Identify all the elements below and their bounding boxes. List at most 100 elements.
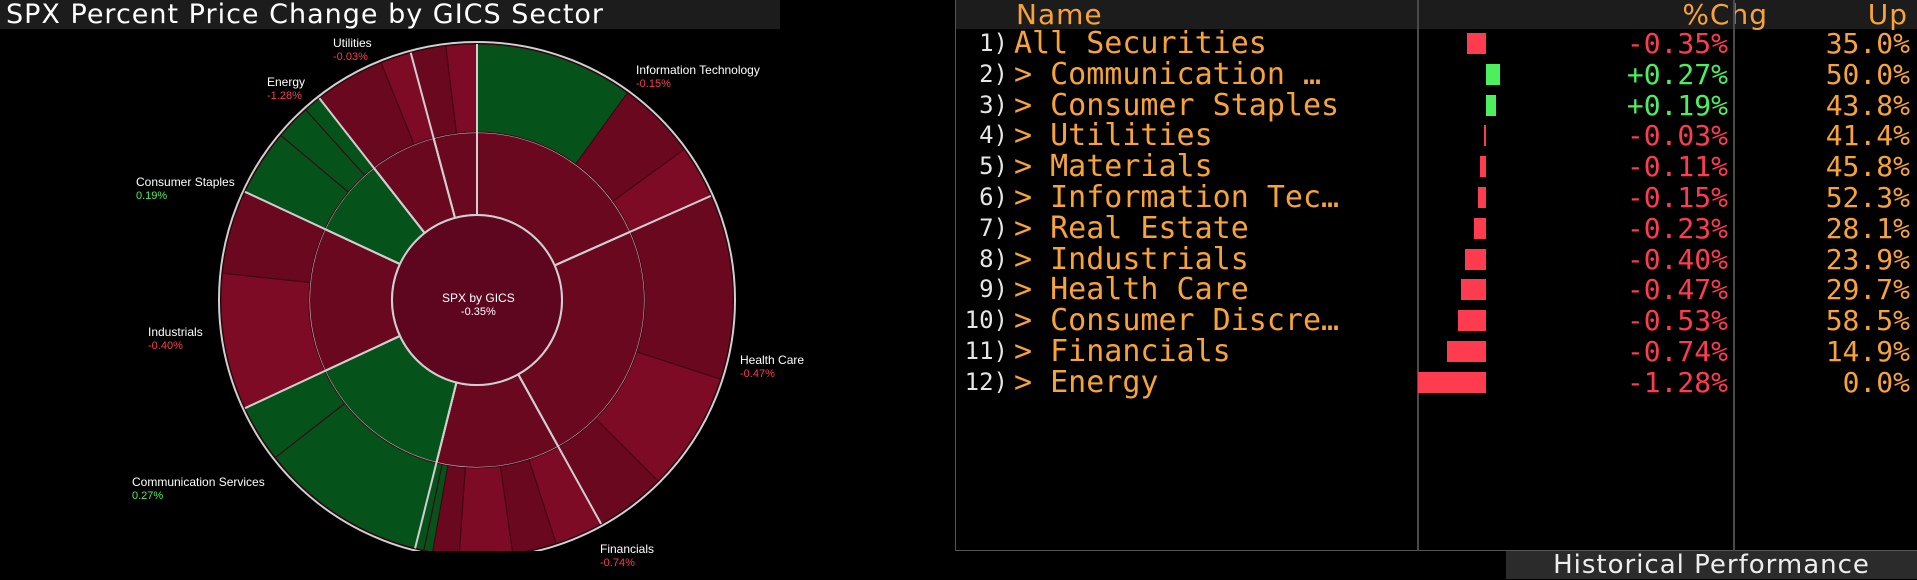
row-index: 10) xyxy=(964,306,1008,335)
row-index: 11) xyxy=(964,337,1008,365)
row-index: 12) xyxy=(964,367,1008,396)
row-change: -0.23% xyxy=(1626,211,1728,245)
sector-divider xyxy=(244,335,401,410)
sector-name: Consumer Staples xyxy=(136,175,235,189)
row-name: > Communication … xyxy=(1014,56,1322,92)
sunburst-chart xyxy=(218,41,736,551)
row-change: +0.19% xyxy=(1626,88,1728,122)
change-bar xyxy=(1418,371,1486,393)
row-change: -0.47% xyxy=(1626,273,1728,307)
row-index: 6) xyxy=(979,183,1008,211)
table-row[interactable]: 8) > Industrials -0.40% 23.9% xyxy=(956,244,1917,275)
sector-name: Information Technology xyxy=(636,63,760,77)
change-bar xyxy=(1446,341,1486,362)
page-title: SPX Percent Price Change by GICS Sector xyxy=(0,0,780,29)
row-change: +0.27% xyxy=(1626,57,1728,91)
row-change: -0.35% xyxy=(1626,27,1728,60)
sector-change: 0.19% xyxy=(136,190,168,202)
row-index: 3) xyxy=(979,90,1008,119)
row-name: > Materials xyxy=(1014,149,1213,185)
sector-label-health-care[interactable]: Health Care -0.47% xyxy=(740,353,804,381)
change-bar xyxy=(1457,310,1486,332)
row-up-percent: 35.0% xyxy=(1825,27,1910,60)
table-row[interactable]: 5) > Materials -0.11% 45.8% xyxy=(956,151,1917,182)
sector-divider xyxy=(409,52,456,219)
row-change: -0.15% xyxy=(1626,181,1728,214)
column-divider xyxy=(1733,0,1735,551)
table-row[interactable]: 11) > Financials -0.74% 14.9% xyxy=(956,336,1917,367)
row-change: -0.40% xyxy=(1626,242,1728,276)
change-bar xyxy=(1484,125,1486,147)
row-index: 9) xyxy=(979,275,1008,304)
table-row[interactable]: 12) > Energy -1.28% 0.0% xyxy=(956,367,1917,398)
sector-divider xyxy=(554,194,712,267)
table-header: Name %Chg Up xyxy=(956,0,1917,29)
row-change: -0.11% xyxy=(1626,150,1728,184)
sector-change: 0.27% xyxy=(132,490,164,502)
row-up-percent: 29.7% xyxy=(1825,273,1910,307)
sector-label-financials[interactable]: Financials -0.74% xyxy=(600,542,654,570)
row-up-percent: 0.0% xyxy=(1842,365,1910,399)
sector-label-utilities[interactable]: Utilities -0.03% xyxy=(333,36,372,64)
sector-label-information-technology[interactable]: Information Technology -0.15% xyxy=(636,63,760,91)
table-row[interactable]: 3) > Consumer Staples +0.19% 43.8% xyxy=(956,90,1917,121)
change-bar xyxy=(1486,94,1497,116)
row-up-percent: 52.3% xyxy=(1825,181,1910,214)
row-index: 7) xyxy=(979,213,1008,242)
sector-name: Communication Services xyxy=(132,475,265,489)
column-header-up[interactable]: Up xyxy=(1867,0,1908,31)
center-title: SPX by GICS xyxy=(442,291,515,305)
row-name: > Utilities xyxy=(1014,118,1213,154)
sector-label-energy[interactable]: Energy -1.28% xyxy=(267,75,305,103)
chg-header-text: %Chg xyxy=(1682,0,1768,31)
sector-divider xyxy=(318,97,426,234)
table-row[interactable]: 10) > Consumer Discre… -0.53% 58.5% xyxy=(956,305,1917,336)
column-divider xyxy=(1417,0,1419,551)
sunburst-rim xyxy=(218,41,736,551)
row-up-percent: 43.8% xyxy=(1825,88,1910,122)
row-change: -0.53% xyxy=(1626,304,1728,338)
row-change: -0.74% xyxy=(1626,335,1728,368)
table-row[interactable]: 2) > Communication … +0.27% 50.0% xyxy=(956,59,1917,90)
sector-name: Utilities xyxy=(333,36,372,50)
sector-label-consumer-staples[interactable]: Consumer Staples 0.19% xyxy=(136,175,235,203)
historical-performance-button[interactable]: Historical Performance xyxy=(1506,551,1917,579)
table-row[interactable]: 4) > Utilities -0.03% 41.4% xyxy=(956,120,1917,151)
row-name: > Financials xyxy=(1014,334,1231,369)
center-value: -0.35% xyxy=(460,306,496,318)
change-bar xyxy=(1480,156,1486,178)
row-index: 8) xyxy=(979,244,1008,273)
sector-divider xyxy=(517,373,602,525)
row-name: All Securities xyxy=(1014,26,1267,61)
column-header-chg[interactable]: %Chg xyxy=(1626,0,1866,29)
row-up-percent: 28.1% xyxy=(1825,211,1910,245)
sunburst-center[interactable] xyxy=(391,214,563,386)
sector-label-industrials[interactable]: Industrials -0.40% xyxy=(148,325,203,353)
sector-divider xyxy=(244,190,401,265)
row-name: > Health Care xyxy=(1014,272,1249,308)
row-up-percent: 41.4% xyxy=(1825,119,1910,153)
row-up-percent: 50.0% xyxy=(1825,57,1910,91)
row-name: > Consumer Staples xyxy=(1014,87,1340,123)
sector-name: Health Care xyxy=(740,353,805,367)
sector-change: -0.40% xyxy=(148,340,183,352)
row-change: -0.03% xyxy=(1626,119,1728,153)
sector-name: Energy xyxy=(267,75,306,89)
table-row[interactable]: 9) > Health Care -0.47% 29.7% xyxy=(956,274,1917,305)
row-index: 5) xyxy=(979,152,1008,181)
row-up-percent: 58.5% xyxy=(1825,304,1910,338)
sector-table: Name %Chg Up 1) All Securities -0.35% 35.0%… xyxy=(955,0,1917,551)
row-up-percent: 23.9% xyxy=(1825,242,1910,276)
sector-label-communication-services[interactable]: Communication Services 0.27% xyxy=(132,475,265,503)
sector-change: -0.03% xyxy=(333,51,368,63)
table-row[interactable]: 1) All Securities -0.35% 35.0% xyxy=(956,28,1917,59)
change-bar xyxy=(1467,33,1486,54)
row-up-percent: 45.8% xyxy=(1825,150,1910,184)
column-header-name[interactable]: Name xyxy=(1016,0,1103,31)
sector-change: -0.47% xyxy=(740,368,775,380)
row-name: > Energy xyxy=(1014,364,1159,400)
row-index: 1) xyxy=(979,29,1008,57)
table-row[interactable]: 6) > Information Tec… -0.15% 52.3% xyxy=(956,182,1917,213)
table-row[interactable]: 7) > Real Estate -0.23% 28.1% xyxy=(956,213,1917,244)
row-name: > Consumer Discre… xyxy=(1014,303,1340,339)
